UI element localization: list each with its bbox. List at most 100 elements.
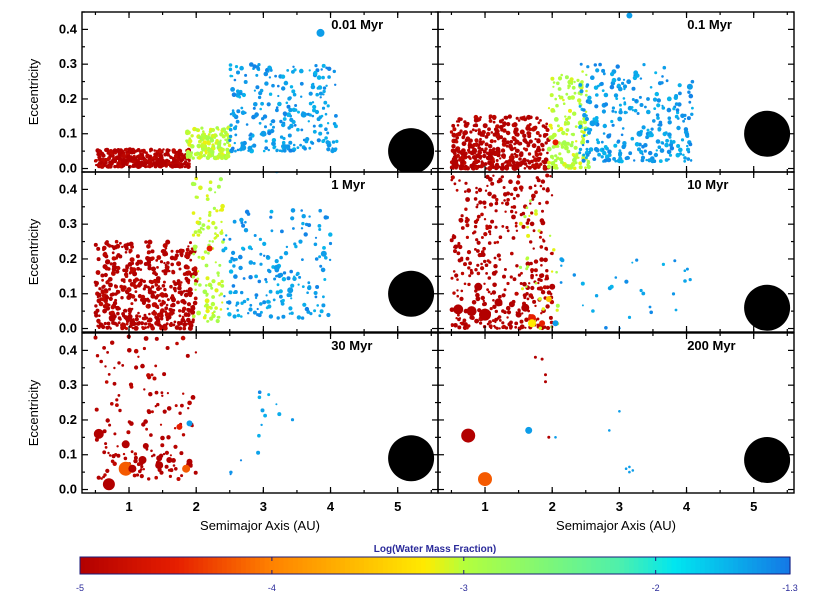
data-point [523,296,527,300]
data-point [581,304,584,307]
colorbar-segment [179,557,185,574]
data-point [326,104,330,108]
colorbar-title: Log(Water Mass Fraction) [374,544,496,555]
data-point [623,102,627,106]
data-point [191,156,195,160]
data-point [240,290,244,295]
data-point [493,264,498,269]
data-point [105,468,110,473]
data-point [117,160,122,164]
colorbar-segment [217,557,223,574]
data-point [258,237,262,241]
data-point [110,305,116,310]
data-point [581,70,584,73]
data-point [95,270,101,275]
data-point [180,403,184,408]
data-point [453,182,457,186]
data-point [115,289,120,294]
data-point [519,129,525,135]
data-point [318,314,322,318]
data-point [463,120,467,124]
data-point [149,280,154,285]
data-point [104,442,108,446]
data-point [131,326,135,330]
data-point [564,145,569,151]
data-point [662,65,667,70]
data-point [203,304,207,308]
data-point [115,403,119,407]
data-point [669,146,675,151]
data-point [323,100,328,105]
data-point [537,229,541,233]
data-point [327,66,332,72]
colorbar-segment [510,557,517,574]
data-point [98,314,101,318]
data-point [112,381,117,386]
data-point [248,260,254,265]
data-point [117,321,121,325]
y-tick-label: 0.3 [59,56,77,71]
data-point [686,116,691,121]
colorbar-segment [543,557,550,574]
data-point [288,306,293,311]
data-point [164,294,169,298]
data-point [570,82,574,85]
data-point [233,274,238,279]
colorbar-segment [619,557,625,574]
data-point [525,206,529,209]
data-point [466,188,471,193]
data-point [192,252,196,256]
data-point [137,294,142,299]
data-point [533,268,538,273]
data-point [252,261,256,265]
data-point [676,144,681,148]
data-point [489,139,494,144]
data-point [671,140,676,144]
y-tick-label: 0.2 [59,91,77,106]
data-point [600,155,604,159]
data-point [155,152,159,156]
data-point [505,130,509,135]
data-point [304,139,309,144]
data-point [575,155,578,158]
data-point [470,315,475,320]
data-point [528,185,533,190]
data-point [140,321,144,326]
data-point [565,128,570,132]
data-point [462,318,467,323]
data-point [171,302,176,308]
data-point [528,132,532,135]
data-point [243,228,249,233]
data-point [618,156,622,160]
data-point [525,426,533,434]
data-point [137,355,140,358]
data-point [143,336,149,341]
data-point [541,160,545,163]
data-point [271,119,276,124]
data-point [194,195,198,199]
data-point [120,152,123,155]
data-point [546,326,550,330]
data-point [509,139,514,144]
data-point [274,259,279,264]
data-point [133,298,138,302]
data-point [509,320,513,325]
data-point [191,233,196,237]
data-point [111,270,115,273]
colorbar-segment [141,557,147,574]
data-point [580,140,585,145]
data-point [256,450,261,455]
data-point [521,312,524,315]
data-point [514,139,519,143]
data-point [234,125,238,128]
data-point [457,325,462,330]
data-point [112,247,116,251]
data-point [232,264,236,268]
data-point [301,285,305,288]
data-point [136,266,141,271]
data-point [531,193,536,199]
data-point [127,348,132,353]
data-point [207,133,211,136]
data-point [509,192,514,196]
colorbar-segment [501,557,507,574]
